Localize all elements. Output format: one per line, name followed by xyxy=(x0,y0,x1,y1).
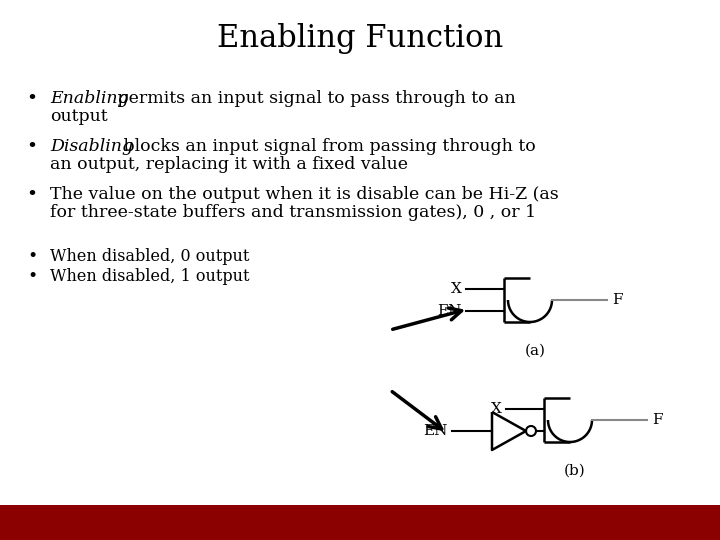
Text: EN: EN xyxy=(438,304,462,318)
Text: •: • xyxy=(27,268,37,285)
Text: output: output xyxy=(50,108,107,125)
Text: F: F xyxy=(612,293,623,307)
Text: •: • xyxy=(27,186,37,204)
Text: X: X xyxy=(451,282,462,296)
Text: EN: EN xyxy=(423,424,448,438)
Bar xyxy=(0,505,720,540)
Text: When disabled, 1 output: When disabled, 1 output xyxy=(50,268,250,285)
Text: X: X xyxy=(491,402,502,416)
Text: permits an input signal to pass through to an: permits an input signal to pass through … xyxy=(112,90,516,107)
Text: Enabling: Enabling xyxy=(50,90,129,107)
Text: The value on the output when it is disable can be Hi-Z (as: The value on the output when it is disab… xyxy=(50,186,559,203)
Text: When disabled, 0 output: When disabled, 0 output xyxy=(50,248,249,265)
Text: •: • xyxy=(27,90,37,108)
Text: (b): (b) xyxy=(564,464,586,478)
Text: (a): (a) xyxy=(524,344,546,358)
Text: an output, replacing it with a fixed value: an output, replacing it with a fixed val… xyxy=(50,156,408,173)
Text: for three-state buffers and transmission gates), 0 , or 1: for three-state buffers and transmission… xyxy=(50,204,536,221)
Text: •: • xyxy=(27,248,37,265)
Text: F: F xyxy=(652,413,662,427)
Text: Enabling Function: Enabling Function xyxy=(217,23,503,53)
Text: blocks an input signal from passing through to: blocks an input signal from passing thro… xyxy=(118,138,536,155)
Text: Disabling: Disabling xyxy=(50,138,133,155)
Text: •: • xyxy=(27,138,37,156)
